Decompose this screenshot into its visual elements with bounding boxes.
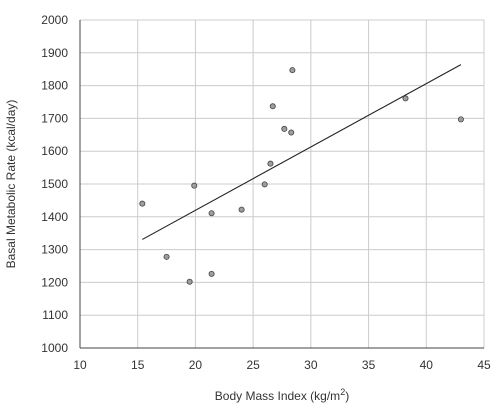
x-tick-label: 45 (477, 358, 491, 372)
data-point (281, 125, 288, 132)
data-point (402, 95, 409, 102)
tick-labels: 10 15 20 25 30 35 40 45 1000 1100 1200 1300 1400 1500… (41, 13, 491, 372)
x-tick-label: 25 (246, 358, 260, 372)
data-point (186, 278, 193, 285)
y-tick-label: 1500 (41, 177, 68, 191)
trendline (142, 64, 462, 240)
axes (79, 20, 484, 349)
data-point (238, 206, 245, 213)
data-point (269, 103, 276, 110)
y-tick-label: 1900 (41, 46, 68, 60)
y-tick-label: 1400 (41, 210, 68, 224)
data-point (191, 182, 198, 189)
y-tick-label: 2000 (41, 13, 68, 27)
data-point (163, 253, 170, 260)
x-tick-label: 40 (420, 358, 434, 372)
y-tick-label: 1100 (42, 308, 68, 322)
y-tick-label: 1800 (41, 79, 68, 93)
x-tick-label: 10 (73, 358, 87, 372)
y-tick-label: 1200 (41, 275, 68, 289)
data-point (457, 116, 464, 123)
y-tick-label: 1700 (41, 111, 68, 125)
y-axis-title: Basal Metabolic Rate (kcal/day) (4, 100, 18, 269)
data-point (208, 270, 215, 277)
grid (79, 19, 485, 349)
x-tick-label: 15 (131, 358, 145, 372)
x-tick-label: 30 (304, 358, 318, 372)
data-point (288, 129, 295, 136)
y-tick-label: 1000 (41, 341, 68, 355)
data-point (267, 160, 274, 167)
data-points (139, 67, 464, 285)
data-point (208, 210, 215, 217)
y-tick-label: 1300 (41, 243, 68, 257)
y-tick-label: 1600 (41, 144, 68, 158)
data-point (139, 200, 146, 207)
trendline-layer (142, 64, 462, 240)
x-axis-title: Body Mass Index (kg/m2) (215, 387, 349, 403)
data-point (261, 181, 268, 188)
data-point (289, 67, 296, 74)
x-tick-label: 20 (189, 358, 203, 372)
x-tick-label: 35 (362, 358, 376, 372)
